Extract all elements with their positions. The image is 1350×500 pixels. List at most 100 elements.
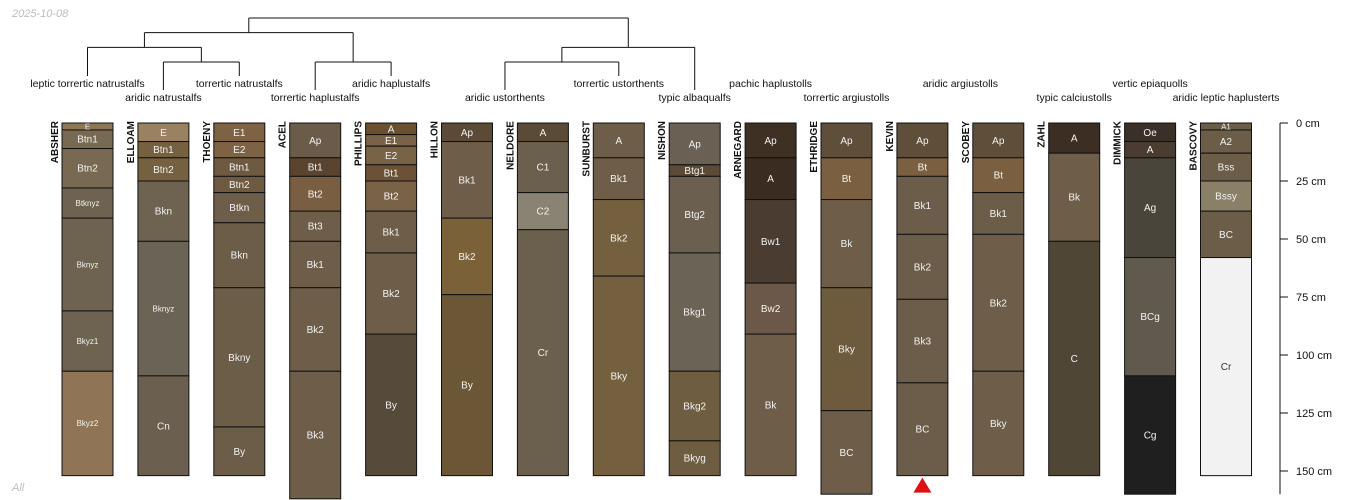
horizon-label-scobey-bk2: Bk2 — [990, 298, 1008, 309]
horizon-label-sunburst-bky: Bky — [610, 371, 627, 382]
horizon-label-absher-e: E — [85, 122, 90, 131]
horizon-label-arnegard-bk: Bk — [765, 400, 778, 411]
profile-name-zahl: ZAHL — [1037, 121, 1048, 148]
horizon-label-nishon-bkg1: Bkg1 — [683, 308, 706, 319]
horizon-label-thoeny-bkny: Bkny — [228, 353, 250, 364]
horizon-label-phillips-bk2: Bk2 — [382, 289, 400, 300]
horizon-label-bascovy-bssy: Bssy — [1215, 192, 1237, 203]
horizon-label-acel-bt3: Bt3 — [308, 222, 323, 233]
horizon-label-elloam-cn: Cn — [157, 421, 170, 432]
date-label: 2025-10-08 — [12, 8, 69, 20]
horizon-label-phillips-a: A — [388, 124, 395, 135]
horizon-label-elloam-bkn: Bkn — [155, 207, 172, 218]
horizon-label-thoeny-e2: E2 — [233, 145, 246, 156]
horizon-label-elloam-bknyz: Bknyz — [153, 304, 175, 313]
horizon-scobey-bt — [972, 157, 1025, 194]
horizon-thoeny-bkny — [213, 287, 266, 428]
horizon-acel-ap — [289, 122, 342, 159]
horizon-label-absher-btknyz: Btknyz — [75, 199, 99, 208]
horizon-label-kevin-bk1: Bk1 — [914, 201, 932, 212]
horizon-label-scobey-bk1: Bk1 — [990, 209, 1008, 220]
horizon-nishon-bkyg — [668, 440, 721, 477]
horizon-label-bascovy-bc: BC — [1219, 230, 1233, 241]
profile-name-kevin: KEVIN — [885, 121, 896, 152]
horizon-label-sunburst-bk2: Bk2 — [610, 233, 628, 244]
taxon-label-aridic-ustorthents: aridic ustorthents — [465, 92, 545, 104]
horizon-label-zahl-a: A — [1071, 134, 1078, 145]
horizon-label-dimmick-cg: Cg — [1144, 431, 1157, 442]
taxon-label-typic-calciustolls: typic calciustolls — [1037, 92, 1112, 104]
horizon-label-nishon-btg2: Btg2 — [684, 210, 705, 221]
horizon-label-arnegard-bw2: Bw2 — [761, 304, 781, 315]
horizon-label-bascovy-bss: Bss — [1218, 163, 1235, 174]
profile-name-scobey: SCOBEY — [961, 121, 972, 164]
horizon-label-ethridge-bk: Bk — [841, 239, 854, 250]
horizon-label-hillon-bk1: Bk1 — [458, 175, 476, 186]
horizon-label-elloam-e: E — [160, 128, 167, 139]
horizon-neldore-c2 — [516, 192, 569, 231]
horizon-label-acel-ap: Ap — [309, 136, 322, 147]
depth-axis-tick-label: 0 cm — [1296, 118, 1320, 130]
horizon-label-bascovy-a1: A1 — [1221, 122, 1231, 131]
taxon-label-aridic-leptic-haplusterts: aridic leptic haplusterts — [1173, 92, 1280, 104]
taxon-label-aridic-argiustolls: aridic argiustolls — [923, 78, 998, 90]
horizon-label-thoeny-bkn: Bkn — [231, 251, 248, 262]
horizon-label-ethridge-bt: Bt — [842, 174, 852, 185]
horizon-label-bascovy-cr: Cr — [1221, 362, 1232, 373]
horizon-label-acel-bk3: Bk3 — [307, 431, 325, 442]
horizon-sunburst-a — [592, 122, 645, 159]
horizon-label-neldore-c2: C2 — [537, 207, 550, 218]
horizon-label-dimmick-ag: Ag — [1144, 203, 1156, 214]
horizon-elloam-bkn — [137, 180, 190, 242]
horizon-label-absher-bkyz1: Bkyz1 — [77, 337, 99, 346]
horizon-nishon-bkg2 — [668, 370, 721, 442]
horizon-label-acel-bt2: Bt2 — [308, 189, 323, 200]
profile-name-arnegard: ARNEGARD — [733, 121, 744, 179]
horizon-acel-bt3 — [289, 210, 342, 242]
horizon-scobey-bky — [972, 370, 1025, 477]
taxon-label-pachic-haplustolls: pachic haplustolls — [729, 78, 812, 90]
horizon-phillips-by — [365, 333, 418, 477]
horizon-label-acel-bk1: Bk1 — [307, 260, 325, 271]
profile-name-elloam: ELLOAM — [126, 121, 137, 163]
horizon-label-kevin-bt: Bt — [918, 163, 928, 174]
depth-axis-tick-label: 25 cm — [1296, 176, 1326, 188]
horizon-label-elloam-btn1: Btn1 — [153, 145, 174, 156]
horizon-nishon-btg2 — [668, 175, 721, 254]
profile-name-neldore: NELDORE — [505, 121, 516, 170]
horizon-neldore-cr — [516, 229, 569, 477]
horizon-phillips-bk1 — [365, 210, 418, 254]
horizon-bascovy-bssy — [1200, 180, 1252, 212]
horizon-kevin-bk1 — [896, 175, 949, 235]
depth-axis-tick-label: 125 cm — [1296, 408, 1332, 420]
horizon-ethridge-bc — [820, 410, 873, 495]
profile-name-phillips: PHILLIPS — [354, 121, 365, 166]
horizon-scobey-bk1 — [972, 192, 1025, 235]
taxon-label-leptic-torrertic-natrustalfs: leptic torrertic natrustalfs — [30, 78, 144, 90]
horizon-label-phillips-e2: E2 — [385, 151, 398, 162]
horizon-label-arnegard-ap: Ap — [764, 136, 777, 147]
profile-name-sunburst: SUNBURST — [581, 121, 592, 177]
horizon-acel-bt2 — [289, 175, 342, 212]
horizon-label-kevin-bk2: Bk2 — [914, 262, 932, 273]
horizon-acel-bk3 — [289, 370, 342, 500]
horizon-label-nishon-btg1: Btg1 — [684, 166, 705, 177]
horizon-dimmick-ag — [1124, 157, 1177, 259]
horizon-ethridge-bky — [820, 287, 873, 412]
horizon-label-neldore-cr: Cr — [538, 348, 549, 359]
horizon-label-nishon-bkyg: Bkyg — [684, 454, 706, 465]
horizon-label-dimmick-oe: Oe — [1143, 128, 1157, 139]
horizon-label-phillips-e1: E1 — [385, 136, 398, 147]
horizon-label-zahl-bk: Bk — [1068, 193, 1081, 204]
profile-marker-icon — [913, 477, 932, 493]
horizon-label-absher-btn1: Btn1 — [77, 135, 98, 146]
horizon-label-sunburst-bk1: Bk1 — [610, 174, 628, 185]
horizon-label-nishon-bkg2: Bkg2 — [683, 402, 706, 413]
horizon-label-thoeny-e1: E1 — [233, 128, 246, 139]
horizon-phillips-bt2 — [365, 180, 418, 212]
horizon-label-dimmick-a: A — [1147, 145, 1154, 156]
profile-name-nishon: NISHON — [657, 121, 668, 160]
horizon-acel-bk2 — [289, 287, 342, 372]
horizon-absher-bkyz2 — [61, 370, 114, 477]
horizon-label-absher-bknyz: Bknyz — [77, 260, 99, 269]
